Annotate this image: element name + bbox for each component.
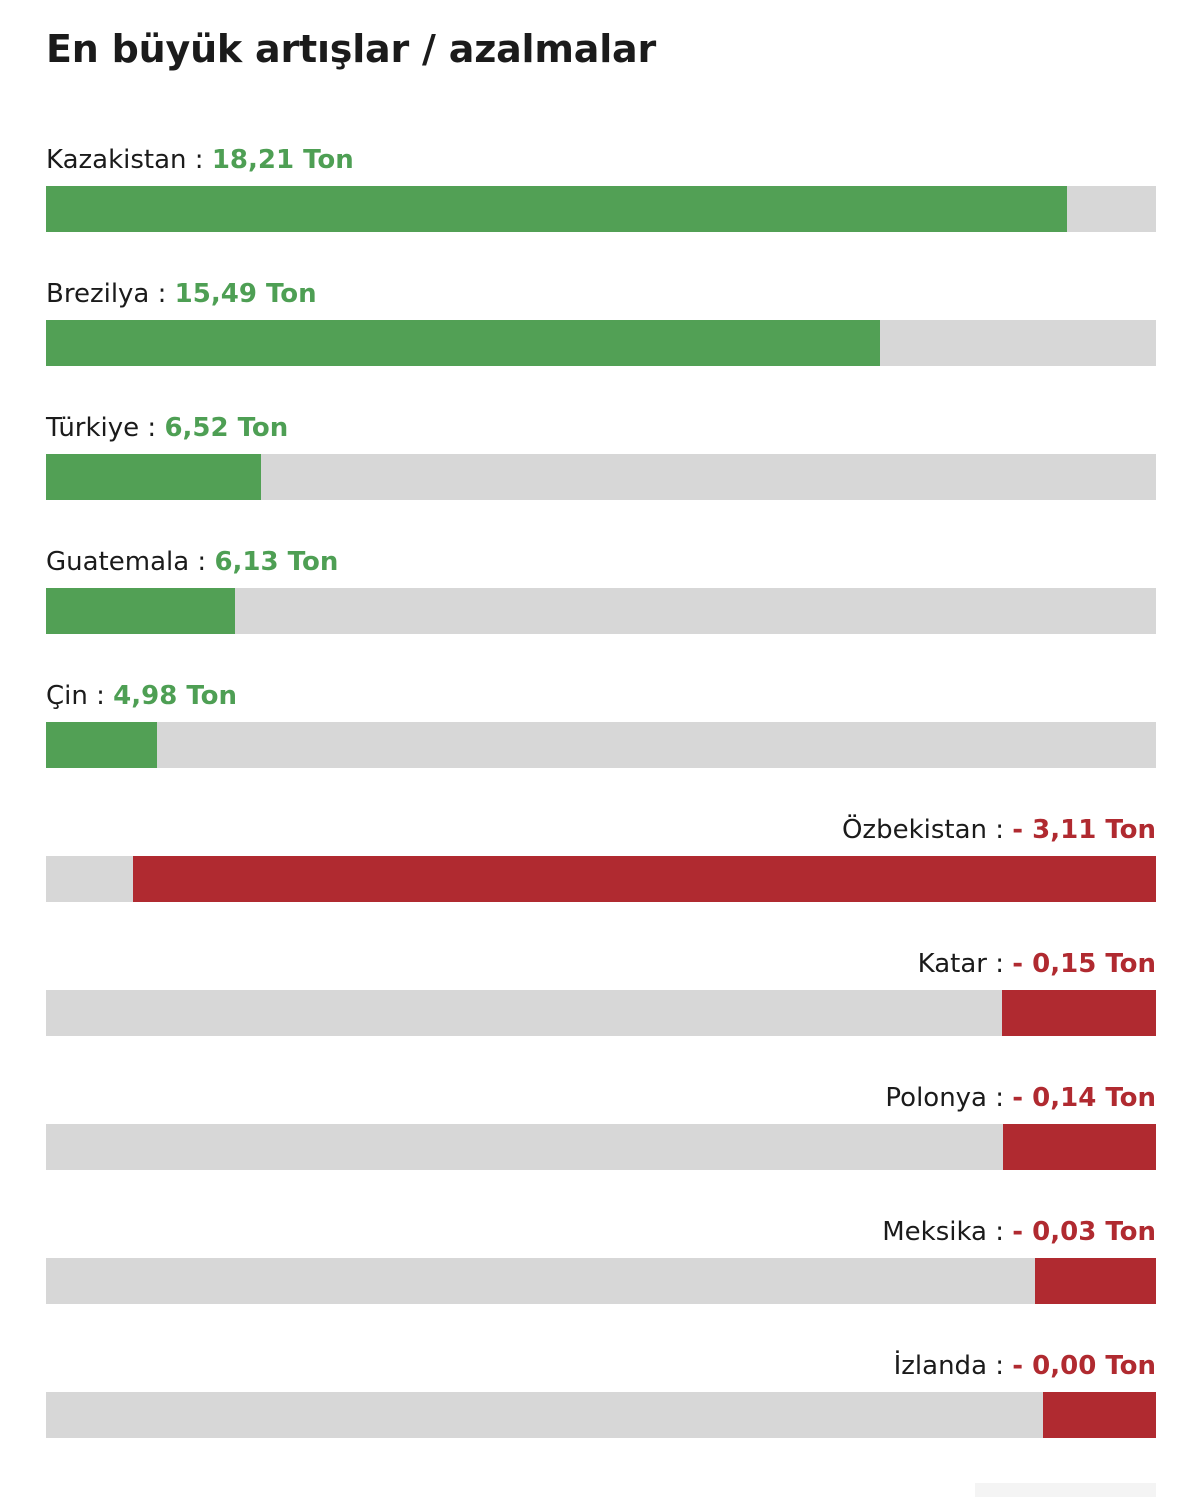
country-name: İzlanda [893,1351,987,1381]
bar-fill [132,856,1156,902]
bar-track[interactable] [46,320,1156,366]
bar-row-label: Polonya : - 0,14 Ton [46,1082,1156,1114]
page-title: En büyük artışlar / azalmalar [46,27,657,71]
label-separator: : [139,413,165,443]
value-label: 4,98 Ton [113,681,238,711]
value-label: 6,13 Ton [214,547,339,577]
label-separator: : [189,547,215,577]
bar-fill [46,320,880,366]
country-name: Türkiye [46,413,140,443]
country-name: Çin [46,681,88,711]
bar-row-label: Türkiye : 6,52 Ton [46,412,1156,444]
bar-fill [46,454,262,500]
bar-track[interactable] [46,186,1156,232]
bar-fill [1001,990,1156,1036]
label-separator: : [987,1083,1013,1113]
country-name: Kazakistan [46,145,187,175]
value-label: 18,21 Ton [211,145,354,175]
clipped-bottom-element [975,1483,1156,1497]
label-separator: : [149,279,175,309]
bar-fill [1035,1258,1156,1304]
value-label: - 0,03 Ton [1012,1217,1156,1247]
bar-row-label: Brezilya : 15,49 Ton [46,278,1156,310]
label-separator: : [987,1351,1013,1381]
country-name: Katar [917,949,987,979]
bar-row-label: Guatemala : 6,13 Ton [46,546,1156,578]
value-label: - 0,14 Ton [1012,1083,1156,1113]
value-label: - 0,00 Ton [1012,1351,1156,1381]
bar-track[interactable] [46,1392,1156,1438]
bar-row-label: Kazakistan : 18,21 Ton [46,144,1156,176]
country-name: Polonya [885,1083,987,1113]
bar-row-label: Meksika : - 0,03 Ton [46,1216,1156,1248]
country-name: Brezilya [46,279,150,309]
label-separator: : [87,681,114,711]
label-separator: : [186,145,212,175]
bar-fill [1002,1124,1156,1170]
bar-track[interactable] [46,454,1156,500]
bar-row-label: İzlanda : - 0,00 Ton [46,1350,1156,1382]
value-label: 6,52 Ton [164,413,289,443]
label-separator: : [987,815,1013,845]
country-name: Guatemala [46,547,190,577]
bar-fill [46,588,235,634]
bar-track[interactable] [46,722,1156,768]
bar-track[interactable] [46,588,1156,634]
bar-row-label: Katar : - 0,15 Ton [46,948,1156,980]
value-label: 15,49 Ton [174,279,317,309]
bar-track[interactable] [46,856,1156,902]
country-name: Özbekistan [841,815,987,845]
bar-row-label: Çin : 4,98 Ton [46,680,1156,712]
bar-track[interactable] [46,990,1156,1036]
value-label: - 0,15 Ton [1012,949,1156,979]
value-label: - 3,11 Ton [1012,815,1156,845]
label-separator: : [987,949,1013,979]
country-name: Meksika [882,1217,987,1247]
bar-fill [1042,1392,1156,1438]
bar-track[interactable] [46,1258,1156,1304]
bar-fill [46,722,157,768]
bar-track[interactable] [46,1124,1156,1170]
bar-row-label: Özbekistan : - 3,11 Ton [46,814,1156,846]
bar-fill [46,186,1068,232]
label-separator: : [987,1217,1013,1247]
